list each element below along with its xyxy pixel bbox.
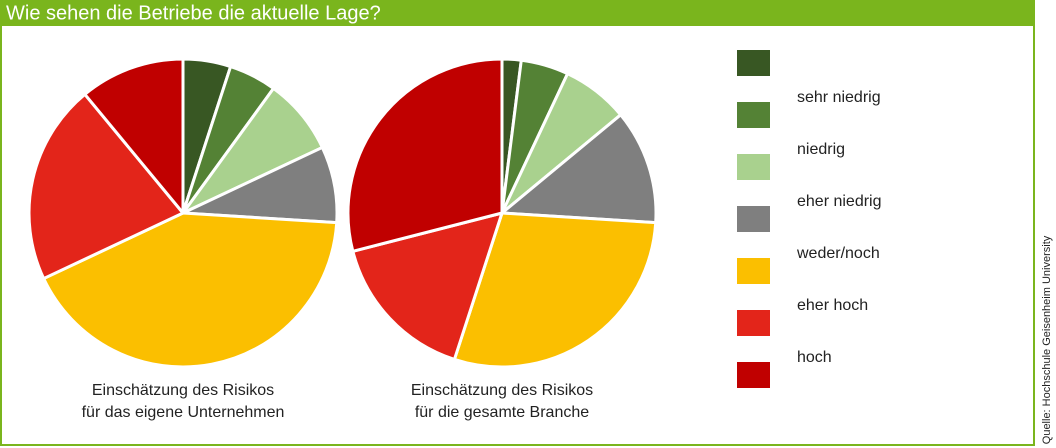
header-bar [0, 0, 1035, 26]
pie-caption: für das eigene Unternehmen [82, 404, 285, 421]
pie-slice [351, 211, 504, 361]
pie-slice [500, 113, 658, 225]
legend-swatch [737, 206, 770, 232]
legend-swatch [737, 154, 770, 180]
legend-swatch [737, 362, 770, 388]
legend-label: niedrig [797, 141, 845, 158]
legend-label: sehr niedrig [797, 89, 881, 106]
pie-slice [346, 57, 504, 253]
legend-swatch [737, 258, 770, 284]
pie-caption: für die gesamte Branche [415, 404, 589, 421]
pie-caption: Einschätzung des Risikos [92, 382, 274, 399]
page-title: Wie sehen die Betriebe die aktuelle Lage… [6, 2, 381, 24]
legend-swatch [737, 102, 770, 128]
legend-swatch [737, 50, 770, 76]
legend-swatch [737, 310, 770, 336]
source-note: Quelle: Hochschule Geisenheim University [1041, 235, 1053, 444]
legend-label: eher niedrig [797, 193, 882, 210]
legend-label: weder/noch [796, 245, 880, 262]
pie-caption: Einschätzung des Risikos [411, 382, 593, 399]
legend-label: eher hoch [797, 297, 868, 314]
pie-slice [83, 57, 185, 215]
pie-slice [27, 92, 185, 281]
legend-label: hoch [797, 349, 832, 366]
pie-slice [452, 211, 658, 369]
pie-slice [42, 211, 339, 369]
